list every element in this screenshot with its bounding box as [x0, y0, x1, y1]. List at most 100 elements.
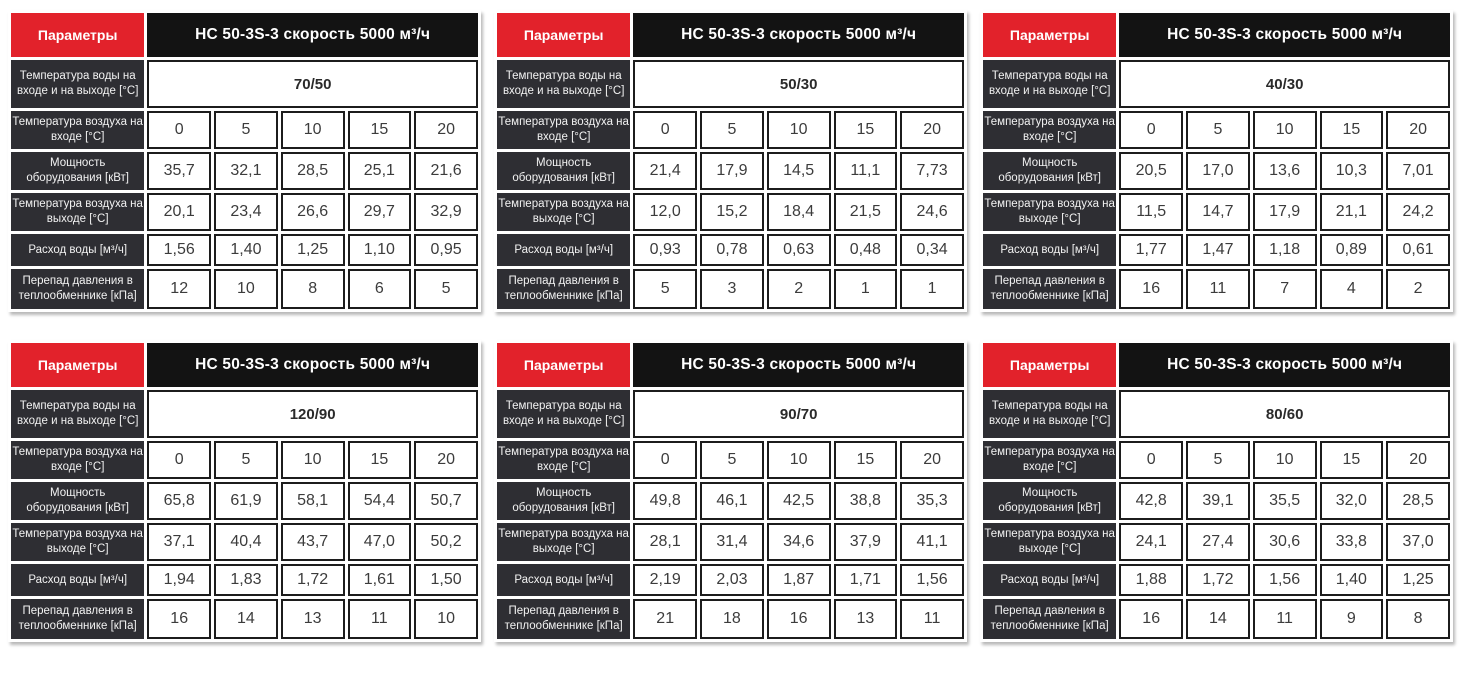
- row-label-water-temp: Температура воды на входе и на выходе [°…: [983, 390, 1117, 438]
- water-flow-value: 1,94: [147, 564, 212, 596]
- air-inlet-temp-value: 20: [900, 111, 964, 149]
- air-outlet-temp-value: 34,6: [766, 523, 831, 561]
- pressure-drop-value: 6: [347, 269, 412, 309]
- row-label-air-outlet-temp: Температура воздуха на выходе [°C]: [497, 523, 631, 561]
- water-flow-value: 1,87: [766, 564, 831, 596]
- water-flow-value: 1,25: [1386, 564, 1450, 596]
- water-temp-value: 80/60: [1119, 390, 1450, 438]
- pressure-drop-value: 7: [1252, 269, 1317, 309]
- spec-table: Параметры НС 50-3S-3 скорость 5000 м³/ч …: [494, 10, 967, 312]
- row-label-water-temp: Температура воды на входе и на выходе [°…: [11, 390, 145, 438]
- air-inlet-temp-value: 15: [833, 111, 898, 149]
- parameters-header-cell: Параметры: [983, 343, 1117, 387]
- air-inlet-temp-value: 20: [900, 441, 964, 479]
- air-outlet-temp-value: 26,6: [280, 193, 345, 231]
- air-outlet-temp-value: 37,0: [1386, 523, 1450, 561]
- air-inlet-temp-value: 5: [1186, 111, 1250, 149]
- pressure-drop-value: 11: [347, 599, 412, 639]
- air-inlet-temp-value: 5: [1186, 441, 1250, 479]
- air-outlet-temp-value: 47,0: [347, 523, 412, 561]
- power-value: 35,7: [147, 152, 212, 190]
- air-inlet-temp-value: 0: [633, 441, 698, 479]
- parameters-header-cell: Параметры: [11, 13, 145, 57]
- water-flow-value: 0,93: [633, 234, 698, 266]
- water-flow-value: 1,40: [1319, 564, 1384, 596]
- air-inlet-temp-value: 10: [766, 441, 831, 479]
- spec-table: Параметры НС 50-3S-3 скорость 5000 м³/ч …: [980, 340, 1453, 642]
- row-label-air-outlet-temp: Температура воздуха на выходе [°C]: [983, 193, 1117, 231]
- air-outlet-temp-value: 30,6: [1252, 523, 1317, 561]
- parameters-header-cell: Параметры: [497, 343, 631, 387]
- pressure-drop-value: 2: [766, 269, 831, 309]
- power-value: 17,9: [700, 152, 764, 190]
- water-flow-value: 1,10: [347, 234, 412, 266]
- water-flow-value: 1,88: [1119, 564, 1184, 596]
- water-flow-value: 0,48: [833, 234, 898, 266]
- row-label-air-inlet-temp: Температура воздуха на входе [°C]: [11, 441, 145, 479]
- power-value: 21,4: [633, 152, 698, 190]
- power-value: 28,5: [1386, 482, 1450, 520]
- air-outlet-temp-value: 37,9: [833, 523, 898, 561]
- power-value: 65,8: [147, 482, 212, 520]
- air-inlet-temp-value: 5: [700, 111, 764, 149]
- pressure-drop-value: 4: [1319, 269, 1384, 309]
- air-inlet-temp-value: 5: [214, 111, 278, 149]
- air-outlet-temp-value: 21,5: [833, 193, 898, 231]
- row-label-water-temp: Температура воды на входе и на выходе [°…: [497, 390, 631, 438]
- water-flow-value: 1,40: [214, 234, 278, 266]
- water-flow-value: 1,47: [1186, 234, 1250, 266]
- air-outlet-temp-value: 33,8: [1319, 523, 1384, 561]
- table-title: НС 50-3S-3 скорость 5000 м³/ч: [1119, 13, 1450, 57]
- water-flow-value: 1,72: [280, 564, 345, 596]
- pressure-drop-value: 10: [414, 599, 478, 639]
- tables-grid: Параметры НС 50-3S-3 скорость 5000 м³/ч …: [8, 10, 1466, 642]
- power-value: 11,1: [833, 152, 898, 190]
- row-label-air-inlet-temp: Температура воздуха на входе [°C]: [983, 441, 1117, 479]
- air-inlet-temp-value: 10: [1252, 111, 1317, 149]
- row-label-water-flow: Расход воды [м³/ч]: [983, 234, 1117, 266]
- water-flow-value: 1,56: [1252, 564, 1317, 596]
- water-flow-value: 1,18: [1252, 234, 1317, 266]
- row-label-water-flow: Расход воды [м³/ч]: [497, 234, 631, 266]
- water-flow-value: 0,63: [766, 234, 831, 266]
- row-label-air-outlet-temp: Температура воздуха на выходе [°C]: [497, 193, 631, 231]
- spec-table: Параметры НС 50-3S-3 скорость 5000 м³/ч …: [8, 340, 481, 642]
- power-value: 49,8: [633, 482, 698, 520]
- air-inlet-temp-value: 0: [147, 441, 212, 479]
- water-flow-value: 1,83: [214, 564, 278, 596]
- power-value: 7,01: [1386, 152, 1450, 190]
- water-flow-value: 2,03: [700, 564, 764, 596]
- air-outlet-temp-value: 12,0: [633, 193, 698, 231]
- water-flow-value: 1,50: [414, 564, 478, 596]
- air-outlet-temp-value: 24,6: [900, 193, 964, 231]
- power-value: 32,0: [1319, 482, 1384, 520]
- row-label-air-inlet-temp: Температура воздуха на входе [°C]: [983, 111, 1117, 149]
- spec-table: Параметры НС 50-3S-3 скорость 5000 м³/ч …: [8, 10, 481, 312]
- power-value: 39,1: [1186, 482, 1250, 520]
- air-inlet-temp-value: 10: [280, 441, 345, 479]
- row-label-pressure-drop: Перепад давления в теплообменнике [кПа]: [983, 599, 1117, 639]
- pressure-drop-value: 21: [633, 599, 698, 639]
- water-flow-value: 1,25: [280, 234, 345, 266]
- air-inlet-temp-value: 10: [280, 111, 345, 149]
- power-value: 50,7: [414, 482, 478, 520]
- air-inlet-temp-value: 10: [1252, 441, 1317, 479]
- power-value: 32,1: [214, 152, 278, 190]
- pressure-drop-value: 5: [633, 269, 698, 309]
- pressure-drop-value: 8: [1386, 599, 1450, 639]
- pressure-drop-value: 14: [214, 599, 278, 639]
- row-label-pressure-drop: Перепад давления в теплообменнике [кПа]: [11, 599, 145, 639]
- water-flow-value: 0,61: [1386, 234, 1450, 266]
- air-inlet-temp-value: 15: [833, 441, 898, 479]
- air-inlet-temp-value: 20: [414, 111, 478, 149]
- water-flow-value: 1,77: [1119, 234, 1184, 266]
- air-outlet-temp-value: 40,4: [214, 523, 278, 561]
- spec-table: Параметры НС 50-3S-3 скорость 5000 м³/ч …: [980, 10, 1453, 312]
- water-flow-value: 2,19: [633, 564, 698, 596]
- air-outlet-temp-value: 43,7: [280, 523, 345, 561]
- row-label-power: Мощность оборудования [кВт]: [497, 152, 631, 190]
- power-value: 58,1: [280, 482, 345, 520]
- power-value: 28,5: [280, 152, 345, 190]
- power-value: 35,3: [900, 482, 964, 520]
